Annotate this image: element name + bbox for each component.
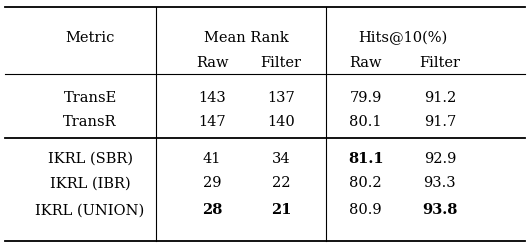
Text: 80.9: 80.9 xyxy=(349,203,382,217)
Text: 140: 140 xyxy=(267,115,295,129)
Text: 80.2: 80.2 xyxy=(349,176,382,190)
Text: 93.3: 93.3 xyxy=(423,176,456,190)
Text: 137: 137 xyxy=(267,92,295,105)
Text: 93.8: 93.8 xyxy=(422,203,457,217)
Text: Filter: Filter xyxy=(260,56,302,70)
Text: Raw: Raw xyxy=(196,56,228,70)
Text: 28: 28 xyxy=(202,203,222,217)
Text: 92.9: 92.9 xyxy=(423,152,456,166)
Text: 21: 21 xyxy=(271,203,291,217)
Text: 22: 22 xyxy=(272,176,290,190)
Text: 29: 29 xyxy=(203,176,221,190)
Text: Filter: Filter xyxy=(419,56,461,70)
Text: IKRL (IBR): IKRL (IBR) xyxy=(50,176,130,190)
Text: 41: 41 xyxy=(203,152,221,166)
Text: TransR: TransR xyxy=(64,115,117,129)
Text: Mean Rank: Mean Rank xyxy=(204,31,289,45)
Text: Hits@10(%): Hits@10(%) xyxy=(358,31,447,45)
Text: 81.1: 81.1 xyxy=(348,152,384,166)
Text: Metric: Metric xyxy=(65,31,115,45)
Text: 147: 147 xyxy=(198,115,226,129)
Text: Raw: Raw xyxy=(349,56,382,70)
Text: 79.9: 79.9 xyxy=(349,92,382,105)
Text: 91.2: 91.2 xyxy=(424,92,456,105)
Text: 80.1: 80.1 xyxy=(349,115,382,129)
Text: 34: 34 xyxy=(271,152,290,166)
Text: IKRL (SBR): IKRL (SBR) xyxy=(48,152,132,166)
Text: 91.7: 91.7 xyxy=(424,115,456,129)
Text: 143: 143 xyxy=(198,92,226,105)
Text: TransE: TransE xyxy=(64,92,117,105)
Text: IKRL (UNION): IKRL (UNION) xyxy=(36,203,145,217)
